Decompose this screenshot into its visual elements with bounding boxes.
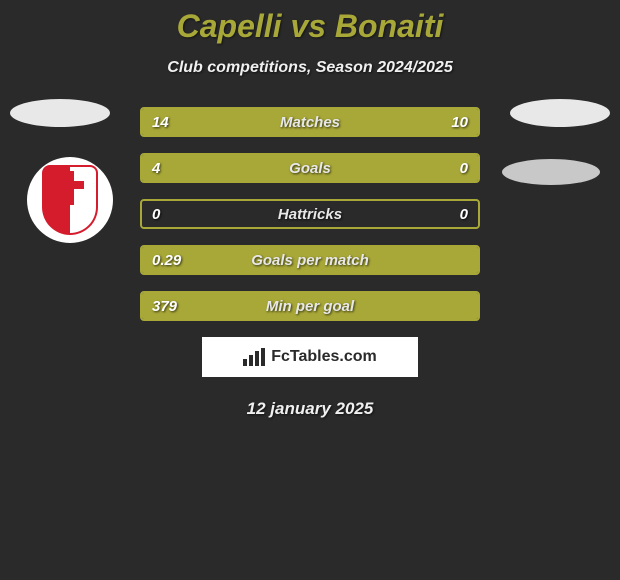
stat-row: 14Matches10: [140, 107, 480, 137]
stat-value-right: 0: [460, 155, 468, 181]
branding-badge: FcTables.com: [202, 337, 418, 377]
stat-label: Goals: [142, 155, 478, 181]
stat-value-right: 10: [451, 109, 468, 135]
stat-bars: 14Matches104Goals00Hattricks00.29Goals p…: [140, 107, 480, 321]
comparison-subtitle: Club competitions, Season 2024/2025: [0, 59, 620, 77]
stat-row: 0Hattricks0: [140, 199, 480, 229]
comparison-content: 14Matches104Goals00Hattricks00.29Goals p…: [0, 107, 620, 419]
stat-label: Goals per match: [142, 247, 478, 273]
stat-row: 4Goals0: [140, 153, 480, 183]
stat-label: Min per goal: [142, 293, 478, 319]
stat-row: 0.29Goals per match: [140, 245, 480, 275]
comparison-date: 12 january 2025: [0, 399, 620, 419]
stat-value-right: 0: [460, 201, 468, 227]
club-logo-left: [27, 157, 113, 243]
club-logo-right: [502, 159, 600, 185]
stat-label: Hattricks: [142, 201, 478, 227]
branding-text: FcTables.com: [271, 348, 377, 366]
bar-chart-icon: [243, 348, 265, 366]
stat-label: Matches: [142, 109, 478, 135]
player-left-avatar: [10, 99, 110, 127]
comparison-title: Capelli vs Bonaiti: [0, 0, 620, 45]
player-right-avatar: [510, 99, 610, 127]
stat-row: 379Min per goal: [140, 291, 480, 321]
